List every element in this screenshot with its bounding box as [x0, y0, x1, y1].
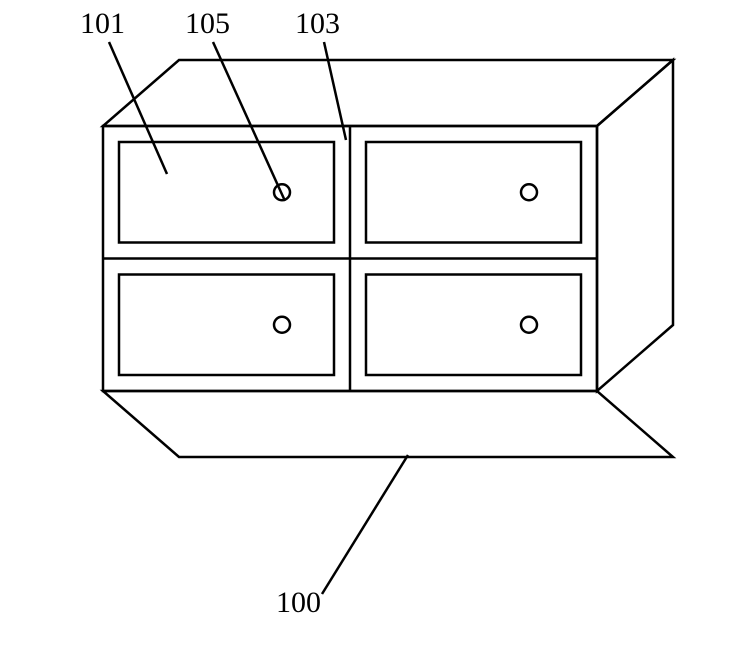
callout-line-101	[109, 42, 167, 174]
drawer-top-right-handle	[521, 184, 537, 200]
drawer-bot-right-panel	[366, 275, 581, 376]
cabinet-top-face	[103, 60, 673, 126]
callout-label-101: 101	[80, 7, 125, 40]
drawer-bot-left-panel	[119, 275, 334, 376]
callout-line-100	[322, 455, 408, 594]
callouts: 101 105 103 100	[80, 7, 408, 619]
drawer-top-left-panel	[119, 142, 334, 243]
callout-line-105	[213, 42, 285, 201]
callout-label-103: 103	[295, 7, 340, 40]
drawer-bot-right-handle	[521, 317, 537, 333]
cabinet-side-face	[597, 60, 673, 391]
callout-label-100: 100	[276, 586, 321, 619]
cabinet-bottom-face	[103, 391, 673, 457]
callout-label-105: 105	[185, 7, 230, 40]
cabinet	[103, 60, 673, 457]
drawer-bot-left-handle	[274, 317, 290, 333]
drawer-top-right-panel	[366, 142, 581, 243]
